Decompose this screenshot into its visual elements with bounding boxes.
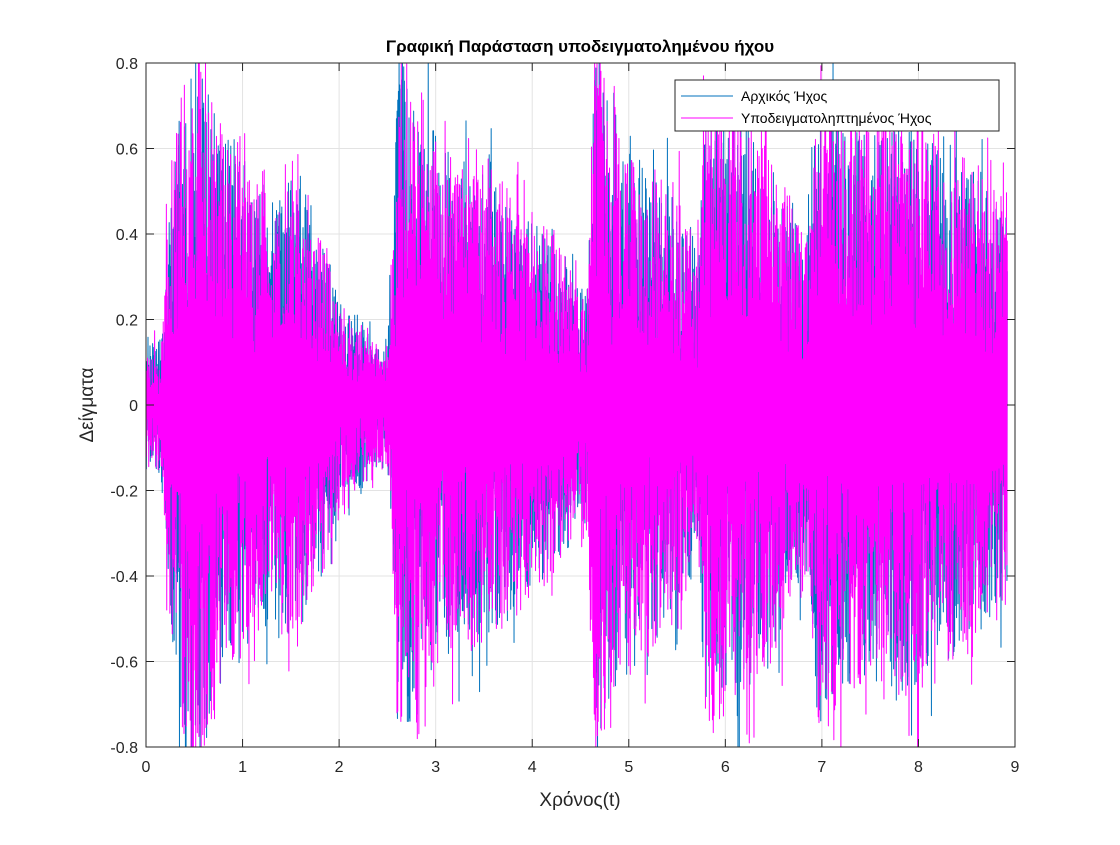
plot-area — [146, 63, 1008, 747]
x-tick-label: 9 — [1011, 759, 1020, 776]
y-tick-label: 0.4 — [116, 227, 138, 244]
legend-label-original: Αρχικός Ήχος — [741, 88, 828, 104]
x-axis-label: Χρόνος(t) — [539, 790, 620, 811]
x-tick-label: 2 — [335, 759, 344, 776]
legend-box — [674, 79, 1000, 132]
y-tick-label: -0.6 — [110, 655, 138, 672]
x-tick-label: 0 — [142, 759, 151, 776]
y-tick-label: 0.8 — [116, 56, 138, 73]
chart-title: Γραφική Παράσταση υποδειγματολημένου ήχο… — [386, 37, 774, 56]
y-tick-label: -0.4 — [110, 569, 138, 586]
y-tick-label: 0 — [129, 398, 138, 415]
y-axis-label: Δείγματα — [77, 367, 98, 442]
x-tick-label: 7 — [817, 759, 826, 776]
x-tick-label: 5 — [624, 759, 633, 776]
y-tick-label: 0.2 — [116, 313, 138, 330]
y-tick-label: 0.6 — [116, 142, 138, 159]
legend: Αρχικός Ήχος Υποδειγματοληπτημένος Ήχος — [674, 79, 1000, 132]
x-tick-label: 1 — [238, 759, 247, 776]
series-line-1 — [146, 63, 1008, 747]
x-tick-label: 3 — [431, 759, 440, 776]
x-tick-label: 6 — [721, 759, 730, 776]
x-tick-label: 4 — [528, 759, 537, 776]
y-tick-label: -0.2 — [110, 484, 138, 501]
y-tick-label: -0.8 — [110, 740, 138, 757]
x-tick-label: 8 — [914, 759, 923, 776]
ticks: 0 1 2 3 4 5 6 7 8 9 -0.8 -0.6 -0.4 -0.2 0 0.2 0.4 0.6 0.8 — [110, 56, 1019, 776]
legend-label-downsampled: Υποδειγματοληπτημένος Ήχος — [741, 110, 932, 126]
